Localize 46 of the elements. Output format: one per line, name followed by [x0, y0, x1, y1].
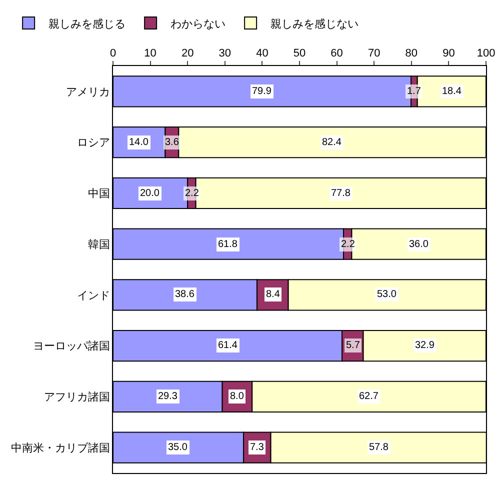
data-label: 1.7 — [407, 86, 422, 97]
data-label: 8.0 — [230, 391, 244, 402]
data-label: 32.9 — [415, 340, 435, 351]
legend-label: わからない — [170, 18, 226, 30]
data-label: 5.7 — [346, 340, 360, 351]
data-label: 77.8 — [331, 188, 351, 199]
data-label: 29.3 — [158, 391, 178, 402]
data-label: 35.0 — [168, 442, 188, 453]
data-label: 2.2 — [341, 239, 356, 250]
data-label: 2.2 — [185, 188, 200, 199]
x-tick-label: 60 — [330, 48, 343, 60]
data-label: 38.6 — [175, 289, 195, 300]
data-label: 3.6 — [165, 137, 180, 148]
data-label: 20.0 — [140, 188, 160, 199]
y-tick-label: 韓国 — [88, 238, 110, 251]
x-tick-label: 50 — [293, 48, 306, 60]
y-tick-label: ヨーロッパ諸国 — [32, 340, 110, 353]
data-label: 82.4 — [322, 137, 342, 148]
data-label: 62.7 — [359, 391, 379, 402]
data-label: 18.4 — [442, 86, 462, 97]
y-tick-label: インド — [76, 290, 110, 302]
data-label: 53.0 — [377, 289, 397, 300]
x-tick-label: 0 — [110, 48, 116, 60]
data-label: 79.9 — [252, 86, 272, 97]
x-tick-label: 10 — [144, 48, 156, 60]
x-tick-label: 70 — [368, 48, 380, 60]
y-tick-label: 中南米・カリブ諸国 — [10, 441, 110, 454]
data-label: 61.8 — [218, 239, 238, 250]
x-tick-label: 80 — [405, 48, 418, 60]
data-label: 36.0 — [409, 239, 429, 250]
x-tick-label: 20 — [181, 48, 194, 60]
y-tick-label: アメリカ — [66, 86, 110, 98]
legend-label: 親しみを感じない — [270, 17, 359, 30]
data-label: 7.3 — [250, 442, 264, 453]
data-label: 61.4 — [218, 340, 238, 351]
data-label: 14.0 — [129, 137, 149, 148]
x-tick-label: 30 — [218, 48, 232, 60]
x-tick-label: 40 — [256, 48, 268, 60]
x-tick-label: 100 — [476, 48, 496, 60]
y-tick-label: ロシア — [76, 137, 110, 150]
x-tick-label: 90 — [442, 48, 455, 60]
data-label: 8.4 — [266, 289, 280, 300]
y-tick-label: 中国 — [88, 187, 110, 200]
y-tick-label: アフリカ諸国 — [44, 390, 110, 404]
data-label: 57.8 — [369, 442, 389, 453]
legend-label: 親しみを感じる — [48, 17, 126, 30]
